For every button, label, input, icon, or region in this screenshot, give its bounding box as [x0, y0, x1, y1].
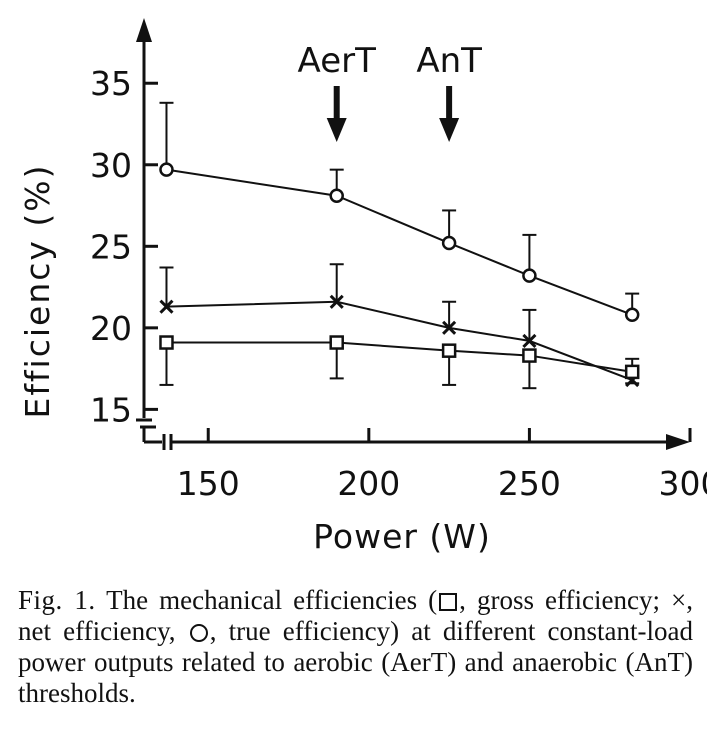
series-line-circle: [166, 168, 633, 316]
series-line-square: [166, 341, 633, 373]
caption-text-3: , true efficiency) at dif­ferent constan…: [18, 616, 693, 708]
caption-text-2: , gross ef­ficiency; ×, net efficiency,: [18, 585, 693, 646]
series-x: [159, 263, 640, 388]
series-line-x: [166, 300, 633, 381]
annotation-label-aert: AerT: [298, 41, 377, 81]
x-axis-arrowhead: [666, 434, 690, 450]
y-axis: [136, 18, 156, 442]
point-circle-0: [159, 162, 174, 177]
point-x-stroke-b-2: [442, 320, 457, 335]
point-circle-1: [329, 188, 344, 204]
point-x-1: [329, 294, 344, 309]
circle-symbol-icon: [189, 624, 208, 642]
point-square-3: [522, 348, 537, 363]
annotation-arrow-head-ant: [439, 118, 460, 142]
y-axis-label: Efficiency (%): [18, 163, 57, 418]
square-symbol-icon: [439, 593, 458, 611]
x-axis: [144, 434, 690, 450]
x-ticks: 150 200 250 300: [177, 428, 707, 503]
point-x-stroke-b-0: [159, 299, 174, 314]
series-layer: [159, 101, 640, 390]
x-axis-label: Power (W): [313, 517, 491, 556]
y-tick-label-35: 35: [90, 64, 132, 103]
x-tick-label-300: 300: [659, 464, 707, 503]
efficiency-chart: 15 20 25 30 35 150 200 250 300 AerT AnT Efficien…: [18, 18, 707, 556]
point-x-3: [522, 333, 537, 348]
point-x-stroke-b-1: [329, 294, 344, 309]
y-tick-label-25: 25: [90, 227, 132, 266]
x-tick-label-200: 200: [337, 464, 400, 503]
y-tick-label-30: 30: [90, 146, 132, 185]
point-square-4: [624, 364, 640, 380]
point-x-2: [442, 320, 457, 335]
point-circle-4: [624, 307, 640, 323]
figure-caption: Fig. 1. The mechanical efficiencies (, g…: [18, 585, 693, 709]
y-tick-label-20: 20: [90, 309, 132, 348]
point-square-2: [441, 343, 457, 358]
series-circle: [159, 101, 640, 323]
threshold-annotations: AerT AnT: [298, 41, 482, 142]
point-x-0: [159, 299, 174, 314]
annotation-arrow-head-aert: [326, 118, 347, 142]
point-square-0: [159, 335, 174, 350]
caption-text-1: The mechanical efficiencies (: [95, 585, 438, 615]
caption-fig-label: Fig. 1.: [18, 585, 96, 615]
point-square-1: [329, 335, 344, 350]
annotation-label-ant: AnT: [416, 41, 482, 81]
y-tick-label-15: 15: [90, 390, 132, 429]
x-tick-label-250: 250: [498, 464, 561, 503]
y-axis-arrowhead: [136, 18, 152, 42]
point-x-stroke-b-3: [522, 333, 537, 348]
x-tick-label-150: 150: [177, 464, 240, 503]
series-square: [159, 335, 640, 390]
point-circle-3: [522, 268, 537, 283]
y-ticks: 15 20 25 30 35: [90, 64, 158, 429]
point-circle-2: [441, 235, 457, 251]
